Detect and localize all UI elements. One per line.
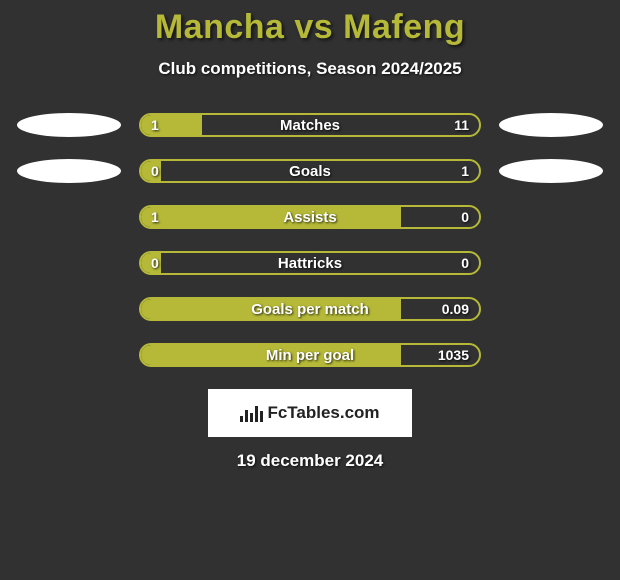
date-text: 19 december 2024 xyxy=(0,451,620,471)
stat-right-value: 1 xyxy=(461,163,469,179)
page-title: Mancha vs Mafeng xyxy=(0,8,620,47)
stat-right-value: 0 xyxy=(461,255,469,271)
team-right-logo xyxy=(499,159,603,183)
stat-row: Min per goal1035 xyxy=(0,343,620,367)
stat-row: 0Goals1 xyxy=(0,159,620,183)
stat-row: 1Assists0 xyxy=(0,205,620,229)
stat-bar: 1Matches11 xyxy=(139,113,481,137)
logo-spacer xyxy=(499,205,603,229)
logo-spacer xyxy=(499,251,603,275)
watermark-text: FcTables.com xyxy=(267,403,379,423)
team-left-logo xyxy=(17,113,121,137)
logo-spacer xyxy=(17,343,121,367)
stat-bar: 0Goals1 xyxy=(139,159,481,183)
stats-list: 1Matches110Goals11Assists00Hattricks0Goa… xyxy=(0,113,620,367)
logo-spacer xyxy=(499,297,603,321)
stat-label: Goals xyxy=(141,163,479,180)
stat-label: Assists xyxy=(141,209,479,226)
stat-label: Matches xyxy=(141,117,479,134)
logo-ellipse xyxy=(17,159,121,183)
logo-spacer xyxy=(17,297,121,321)
comparison-widget: Mancha vs Mafeng Club competitions, Seas… xyxy=(0,0,620,471)
stat-label: Goals per match xyxy=(141,301,479,318)
stat-right-value: 11 xyxy=(454,117,469,133)
logo-ellipse xyxy=(499,113,603,137)
stat-label: Min per goal xyxy=(141,347,479,364)
stat-label: Hattricks xyxy=(141,255,479,272)
logo-spacer xyxy=(499,343,603,367)
stat-row: Goals per match0.09 xyxy=(0,297,620,321)
logo-spacer xyxy=(17,205,121,229)
stat-right-value: 1035 xyxy=(438,347,469,363)
team-right-logo xyxy=(499,113,603,137)
stat-bar: 1Assists0 xyxy=(139,205,481,229)
team-left-logo xyxy=(17,159,121,183)
logo-spacer xyxy=(17,251,121,275)
stat-bar: Min per goal1035 xyxy=(139,343,481,367)
stat-row: 0Hattricks0 xyxy=(0,251,620,275)
logo-ellipse xyxy=(17,113,121,137)
subtitle: Club competitions, Season 2024/2025 xyxy=(0,59,620,79)
chart-icon xyxy=(240,404,263,422)
stat-right-value: 0 xyxy=(461,209,469,225)
stat-right-value: 0.09 xyxy=(442,301,469,317)
stat-row: 1Matches11 xyxy=(0,113,620,137)
watermark: FcTables.com xyxy=(208,389,412,437)
stat-bar: Goals per match0.09 xyxy=(139,297,481,321)
stat-bar: 0Hattricks0 xyxy=(139,251,481,275)
logo-ellipse xyxy=(499,159,603,183)
